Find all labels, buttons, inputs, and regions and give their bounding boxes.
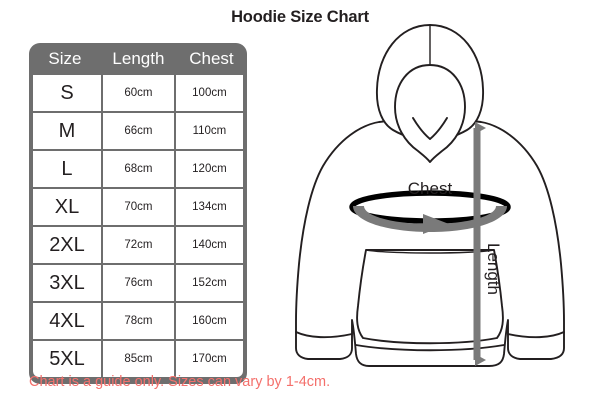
cell-length: 60cm	[102, 75, 174, 111]
cell-size: 2XL	[33, 227, 101, 263]
cell-size: 3XL	[33, 265, 101, 301]
cell-length: 70cm	[102, 189, 174, 225]
disclaimer-note: Chart is a guide only. Sizes can vary by…	[29, 374, 331, 390]
cell-length: 76cm	[102, 265, 174, 301]
cell-chest: 140cm	[175, 227, 243, 263]
cell-chest: 100cm	[175, 75, 243, 111]
cell-chest: 110cm	[175, 113, 243, 149]
cell-chest: 120cm	[175, 151, 243, 187]
table-row: 2XL 72cm 140cm	[29, 227, 247, 263]
table-row: XL 70cm 134cm	[29, 189, 247, 225]
page-title: Hoodie Size Chart	[231, 8, 369, 26]
cell-length: 85cm	[102, 341, 174, 377]
cell-chest: 152cm	[175, 265, 243, 301]
length-label: Length	[484, 243, 503, 295]
size-chart-table: Size Length Chest S 60cm 100cm M 66cm 11…	[29, 43, 247, 384]
cell-size: L	[33, 151, 101, 187]
table-row: S 60cm 100cm	[29, 75, 247, 111]
table-row: L 68cm 120cm	[29, 151, 247, 187]
cell-length: 68cm	[102, 151, 174, 187]
table-row: 4XL 78cm 160cm	[29, 303, 247, 339]
cell-size: 4XL	[33, 303, 101, 339]
cell-length: 66cm	[102, 113, 174, 149]
chest-label: Chest	[408, 179, 453, 198]
cell-size: 5XL	[33, 341, 101, 377]
cell-chest: 160cm	[175, 303, 243, 339]
cell-size: M	[33, 113, 101, 149]
column-header-chest: Chest	[189, 49, 234, 68]
table-row: M 66cm 110cm	[29, 113, 247, 149]
cell-chest: 170cm	[175, 341, 243, 377]
table-row: 5XL 85cm 170cm	[29, 341, 247, 377]
hoodie-illustration: Chest Length	[283, 18, 600, 373]
hoodie-body-outline	[295, 24, 565, 367]
cell-length: 72cm	[102, 227, 174, 263]
cell-size: S	[33, 75, 101, 111]
table-header-row: Size Length Chest	[29, 43, 247, 75]
cell-chest: 134cm	[175, 189, 243, 225]
column-header-length: Length	[112, 49, 165, 68]
cell-size: XL	[33, 189, 101, 225]
table-row: 3XL 76cm 152cm	[29, 265, 247, 301]
cell-length: 78cm	[102, 303, 174, 339]
column-header-size: Size	[48, 49, 82, 68]
chest-measure-arrow	[353, 206, 507, 234]
